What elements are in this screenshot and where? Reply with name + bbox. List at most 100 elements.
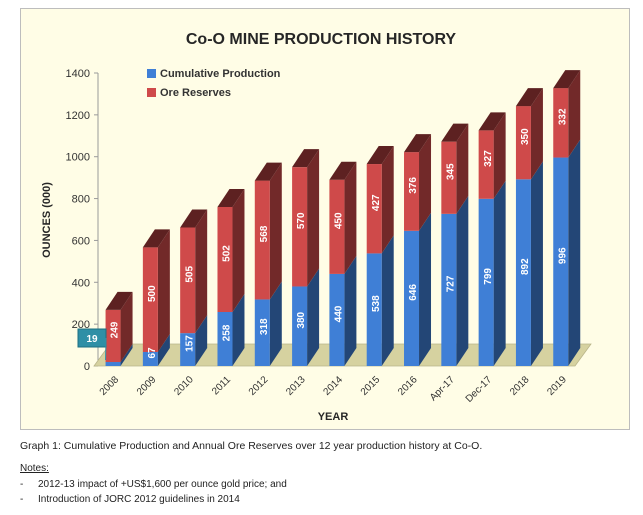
bar-side-reserves	[568, 70, 581, 158]
x-tick-label: 2009	[135, 374, 159, 398]
data-label-production: 727	[445, 275, 456, 292]
data-label-reserves: 427	[371, 194, 382, 211]
x-tick-label: 2010	[172, 374, 196, 398]
bar-top	[329, 161, 357, 180]
bar-reserves	[404, 152, 420, 231]
y-axis-label: OUNCES (000)	[41, 182, 53, 258]
x-tick-label: 2008	[98, 374, 122, 398]
x-tick-label: 2012	[247, 374, 271, 398]
y-tick-label: 400	[72, 277, 90, 289]
bar-reserves	[105, 309, 121, 363]
data-label-reserves: 450	[334, 212, 345, 229]
data-label-reserves: 332	[557, 108, 568, 125]
x-tick-label: Apr-17	[428, 374, 457, 403]
data-label-production: 67	[147, 347, 158, 359]
bar-top	[478, 112, 506, 131]
figure-caption: Graph 1: Cumulative Production and Annua…	[20, 440, 483, 452]
bar-reserves	[366, 164, 382, 254]
data-label-reserves: 345	[445, 163, 456, 180]
bar-side-reserves	[493, 112, 506, 199]
data-label-reserves: 568	[259, 225, 270, 242]
bar-top	[180, 209, 208, 228]
data-label-reserves: 327	[483, 150, 494, 167]
data-label-reserves: 502	[222, 245, 233, 262]
bar-side-production	[419, 212, 432, 366]
bar-top	[404, 134, 432, 153]
x-tick-label: 2019	[545, 374, 569, 398]
data-label-production: 646	[408, 284, 419, 301]
note-bullet: -	[20, 494, 24, 505]
data-label-production: 538	[371, 295, 382, 312]
bar-reserves	[292, 167, 308, 287]
x-tick-label: 2018	[508, 374, 532, 398]
bar-side-reserves	[195, 209, 208, 334]
chart-title: Co-O MINE PRODUCTION HISTORY	[186, 31, 457, 48]
x-tick-label: Dec-17	[464, 374, 495, 405]
y-tick-label: 600	[72, 235, 90, 247]
bar-top	[292, 149, 320, 168]
bar-top	[254, 162, 282, 181]
data-label-production: 380	[296, 311, 307, 328]
bar-side-reserves	[456, 123, 469, 214]
bar-side-reserves	[120, 291, 133, 363]
bar-top	[553, 70, 581, 89]
bar-side-reserves	[307, 149, 320, 287]
bar-reserves	[553, 88, 569, 158]
data-label-production: 258	[222, 324, 233, 341]
bar-production	[105, 362, 121, 366]
bar-side-production	[120, 344, 133, 366]
bar-top	[142, 229, 170, 248]
y-tick-label: 1000	[66, 152, 90, 164]
x-tick-label: 2011	[210, 374, 233, 397]
bar-production	[553, 157, 569, 366]
data-label-production: 799	[483, 268, 494, 285]
y-tick-label: 200	[72, 319, 90, 331]
bar-side-production	[568, 139, 581, 366]
note-text: Introduction of JORC 2012 guidelines in …	[38, 494, 240, 505]
bar-side-production	[344, 255, 357, 366]
notes-heading: Notes:	[20, 463, 49, 474]
legend-swatch	[147, 88, 156, 97]
bar-side-reserves	[157, 229, 170, 352]
legend-label: Ore Reserves	[160, 87, 231, 99]
bar-side-production	[307, 268, 320, 366]
x-axis-label: YEAR	[318, 411, 349, 423]
bar-side-reserves	[419, 134, 432, 231]
production-chart: Co-O MINE PRODUCTION HISTORY 0 200 400 600 80…	[41, 31, 592, 423]
bar-side-production	[195, 315, 208, 366]
bar-side-production	[232, 294, 245, 366]
bar-reserves	[515, 106, 531, 180]
data-label-reserves: 249	[110, 321, 121, 338]
bar-production	[254, 299, 270, 366]
bar-reserves	[441, 141, 457, 214]
bar-reserves	[478, 130, 494, 199]
data-label-production: 996	[557, 247, 568, 264]
bar-production	[180, 333, 196, 366]
bar-reserves	[180, 227, 196, 334]
bar-production	[515, 179, 531, 366]
data-label-reserves: 376	[408, 177, 419, 194]
bar-production	[217, 312, 233, 366]
bar-side-reserves	[344, 161, 357, 274]
data-label-production: 157	[184, 335, 195, 352]
data-label-reserves: 500	[147, 285, 158, 302]
bar-production	[329, 273, 345, 366]
note-item: - 2012-13 impact of +US$1,600 per ounce g…	[20, 479, 287, 490]
bar-side-production	[493, 180, 506, 366]
x-tick-label: 2016	[396, 374, 420, 398]
bar-side-reserves	[530, 88, 543, 180]
bar-side-production	[157, 333, 170, 366]
data-label-production: 19	[86, 334, 98, 345]
data-label-reserves: 505	[184, 266, 195, 283]
note-item: - Introduction of JORC 2012 guidelines in…	[20, 494, 240, 505]
bar-side-reserves	[381, 146, 394, 254]
bar-side-production	[381, 235, 394, 366]
y-tick-label: 1200	[66, 110, 90, 122]
bar-top	[217, 188, 245, 207]
bar-production	[142, 351, 158, 366]
bar-reserves	[254, 180, 270, 300]
bar-side-reserves	[232, 188, 245, 313]
bar-top	[105, 291, 133, 310]
data-label-reserves: 350	[520, 128, 531, 145]
bar-production	[366, 253, 382, 366]
